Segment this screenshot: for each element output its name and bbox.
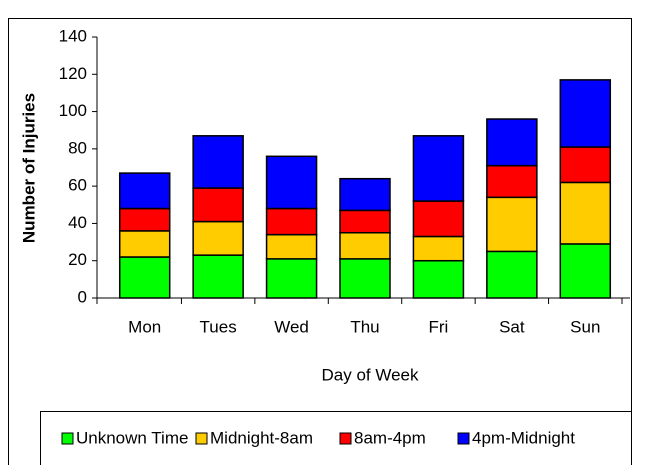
chart-border (8, 18, 632, 465)
legend-swatch (61, 432, 74, 445)
bar-segment (486, 164, 538, 199)
bar-segment (486, 196, 538, 253)
bar-segment (412, 235, 465, 262)
bar-segment (486, 250, 538, 299)
bar-segment (192, 220, 244, 256)
bar-segment (559, 243, 612, 299)
y-tick-label: 40 (68, 213, 87, 232)
bar-segment (339, 209, 391, 234)
bar-segment (339, 258, 391, 299)
bar-segment (265, 207, 318, 236)
legend-label: 8am-4pm (354, 428, 426, 447)
bar-segment (118, 172, 171, 210)
legend-swatch (195, 432, 208, 445)
title-strip (0, 0, 657, 18)
bar-segment (192, 187, 244, 223)
x-tick-label: Thu (350, 317, 379, 336)
x-tick-label: Sat (499, 317, 525, 336)
bar-segment (118, 207, 171, 232)
bar-segment (486, 118, 538, 167)
legend-swatch (457, 432, 470, 445)
legend-label: Unknown Time (76, 428, 188, 447)
bar-segment (265, 258, 318, 299)
y-tick-label: 0 (78, 287, 87, 306)
bar-segment (559, 146, 612, 184)
x-axis-label: Day of Week (321, 365, 419, 384)
x-tick-label: Mon (128, 317, 161, 336)
bar-segment (265, 233, 318, 260)
y-tick-label: 120 (59, 64, 87, 83)
bar-segment (412, 200, 465, 238)
bar-segment (265, 155, 318, 210)
bar-segment (339, 232, 391, 260)
legend-label: Midnight-8am (210, 428, 313, 447)
legend-box (40, 411, 632, 465)
y-tick-label: 80 (68, 138, 87, 157)
x-tick-label: Tues (200, 317, 237, 336)
bar-segment (412, 135, 465, 202)
y-tick-label: 20 (68, 250, 87, 269)
y-tick-label: 140 (59, 26, 87, 45)
x-tick-label: Wed (274, 317, 309, 336)
bar-segment (118, 256, 171, 299)
y-tick-label: 60 (68, 176, 87, 195)
y-axis-label: Number of Injuries (19, 93, 38, 243)
bar-segment (192, 254, 244, 299)
bar-segment (118, 230, 171, 258)
x-tick-label: Sun (570, 317, 600, 336)
x-tick-label: Fri (429, 317, 449, 336)
bar-segment (339, 177, 391, 212)
bar-segment (559, 181, 612, 245)
y-tick-label: 100 (59, 101, 87, 120)
legend-label: 4pm-Midnight (472, 428, 575, 447)
bar-segment (412, 259, 465, 299)
bar-segment (192, 135, 244, 189)
legend-swatch (339, 432, 352, 445)
bar-segment (559, 79, 612, 148)
